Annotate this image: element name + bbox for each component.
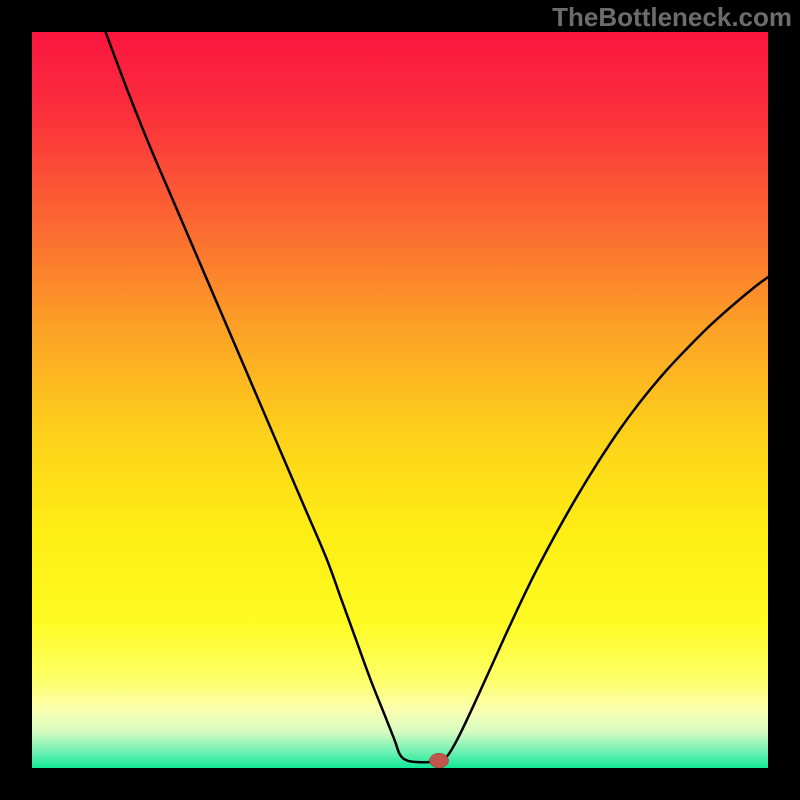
optimum-marker	[429, 753, 448, 768]
watermark-text: TheBottleneck.com	[552, 2, 792, 33]
chart-svg	[32, 32, 768, 768]
plot-area	[32, 32, 768, 768]
chart-background	[32, 32, 768, 768]
